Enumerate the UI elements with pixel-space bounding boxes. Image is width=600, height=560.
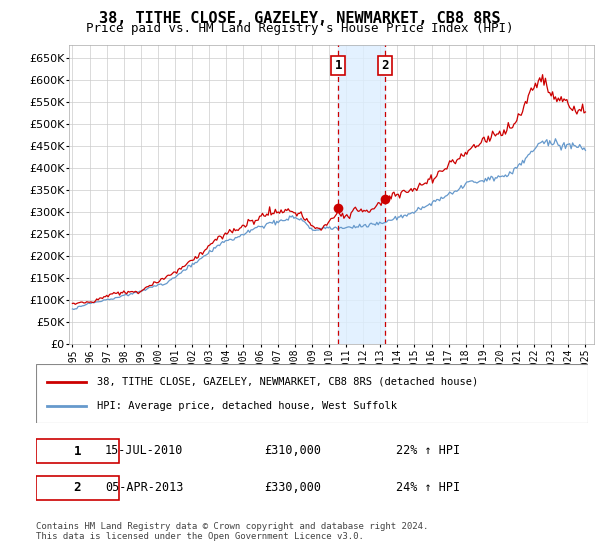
Text: Contains HM Land Registry data © Crown copyright and database right 2024.
This d: Contains HM Land Registry data © Crown c… (36, 522, 428, 542)
Bar (338, 45, 385, 344)
Text: 38, TITHE CLOSE, GAZELEY, NEWMARKET, CB8 8RS: 38, TITHE CLOSE, GAZELEY, NEWMARKET, CB8… (99, 11, 501, 26)
Text: 22% ↑ HPI: 22% ↑ HPI (396, 444, 460, 458)
Text: 15-JUL-2010: 15-JUL-2010 (105, 444, 184, 458)
Text: 24% ↑ HPI: 24% ↑ HPI (396, 480, 460, 494)
Text: 2: 2 (74, 481, 81, 494)
Text: 38, TITHE CLOSE, GAZELEY, NEWMARKET, CB8 8RS (detached house): 38, TITHE CLOSE, GAZELEY, NEWMARKET, CB8… (97, 377, 478, 386)
Bar (36, 439, 119, 464)
Text: 1: 1 (334, 59, 342, 72)
Text: Price paid vs. HM Land Registry's House Price Index (HPI): Price paid vs. HM Land Registry's House … (86, 22, 514, 35)
Text: £330,000: £330,000 (264, 480, 321, 494)
Text: 2: 2 (381, 59, 388, 72)
Text: £310,000: £310,000 (264, 444, 321, 458)
Text: 05-APR-2013: 05-APR-2013 (105, 480, 184, 494)
Text: HPI: Average price, detached house, West Suffolk: HPI: Average price, detached house, West… (97, 402, 397, 412)
Text: 1: 1 (74, 445, 81, 458)
Bar (36, 475, 119, 500)
